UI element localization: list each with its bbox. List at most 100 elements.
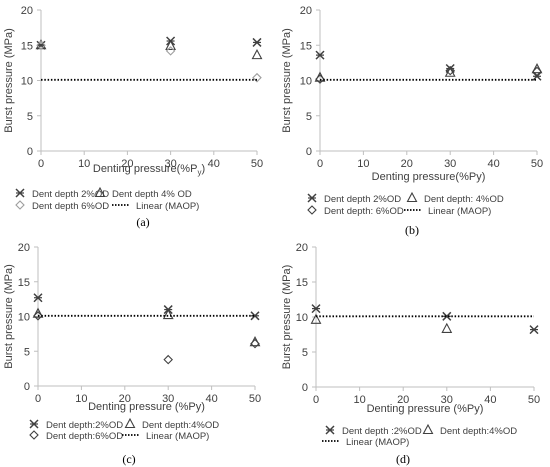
y-tick-label: 15 — [300, 40, 312, 52]
panel-c-caption: (c) — [122, 452, 135, 466]
legend-label: Dent depth:6%OD — [46, 431, 123, 442]
x-tick-label: 30 — [441, 394, 453, 406]
x-tick-label: 30 — [444, 158, 456, 170]
legend-label: Dent depth: 6%OD — [324, 206, 404, 217]
data-point-diamond — [165, 46, 176, 56]
x-tick-label: 10 — [353, 394, 365, 406]
legend-label: Dent depth 2%OD — [324, 194, 401, 205]
y-axis-label: Burst pressure (MPa) — [281, 28, 293, 133]
data-point-x-star — [252, 37, 262, 47]
legend-label: Dent depth 4% OD — [112, 189, 192, 200]
data-point-triangle — [162, 308, 174, 320]
x-axis-label: Denting pressure (%Py) — [88, 401, 205, 413]
y-tick-label: 15 — [21, 40, 33, 52]
x-tick-label: 40 — [484, 394, 496, 406]
panel-a: 0 5 10 15 20 0 10 20 30 40 50 Denting pressure(%Py)… — [3, 5, 263, 212]
y-tick-label: 15 — [296, 277, 308, 289]
data-point-x-star — [311, 304, 321, 314]
x-tick-label: 0 — [38, 158, 44, 170]
data-point-diamond — [33, 311, 43, 321]
data-point-diamond — [252, 72, 262, 83]
y-axis-label: Burst pressure (MPa) — [3, 28, 15, 133]
data-point-triangle — [165, 39, 177, 51]
x-tick-label: 40 — [205, 393, 217, 405]
legend-marker-triangle — [124, 417, 136, 429]
x-axis-label: Denting pressure(%Py) — [93, 163, 205, 177]
x-tick-label: 20 — [401, 158, 413, 170]
y-tick-label: 0 — [302, 382, 308, 394]
x-tick-label: 40 — [208, 158, 220, 170]
y-tick-label: 20 — [21, 5, 33, 17]
legend-marker-diamond — [307, 205, 317, 215]
data-point-diamond — [532, 66, 542, 77]
legend-marker-diamond — [29, 430, 39, 440]
panel-d-caption: (d) — [396, 452, 410, 466]
x-tick-label: 40 — [487, 158, 499, 170]
legend-marker-triangle — [406, 191, 418, 203]
y-tick-label: 5 — [302, 347, 308, 359]
y-tick-label: 5 — [306, 111, 312, 123]
data-point-diamond — [445, 65, 455, 76]
y-tick-label: 10 — [21, 76, 33, 88]
legend-label: Dent depth:4%OD — [142, 420, 219, 431]
legend-marker-triangle — [94, 186, 106, 198]
data-point-triangle — [531, 63, 543, 74]
x-tick-label: 50 — [528, 394, 540, 406]
y-tick-label: 10 — [300, 76, 312, 88]
data-point-x-star — [315, 50, 325, 60]
legend-marker-diamond — [15, 200, 25, 210]
y-tick-label: 0 — [306, 146, 312, 158]
legend-label: Linear (MAOP) — [346, 437, 409, 448]
y-tick-label: 10 — [296, 312, 308, 324]
legend-label: Dent depth :2%OD — [342, 426, 422, 437]
legend-label: Linear (MAOP) — [146, 431, 209, 442]
legend-label: Dent depth 2%OD — [32, 189, 109, 200]
y-tick-label: 15 — [18, 277, 30, 289]
x-tick-label: 20 — [119, 393, 131, 405]
y-tick-label: 0 — [24, 381, 30, 393]
x-tick-label: 20 — [397, 394, 409, 406]
x-tick-label: 10 — [75, 393, 87, 405]
legend-marker-x-star — [325, 425, 335, 435]
x-tick-label: 20 — [121, 158, 133, 170]
x-tick-label: 50 — [251, 158, 263, 170]
y-tick-label: 0 — [27, 146, 33, 158]
data-point-triangle — [310, 313, 322, 324]
data-point-x-star — [442, 311, 452, 321]
y-axis-label: Burst pressure (MPa) — [3, 264, 15, 369]
x-axis-label: Denting pressure (%Py) — [367, 403, 484, 415]
data-point-diamond — [315, 74, 325, 84]
x-tick-label: 30 — [164, 158, 176, 170]
panel-b-caption: (b) — [405, 223, 419, 237]
x-tick-label: 0 — [317, 158, 323, 170]
x-tick-label: 50 — [531, 158, 543, 170]
data-point-diamond — [163, 354, 173, 365]
data-point-x-star — [532, 71, 542, 81]
legend-marker-triangle — [422, 423, 434, 435]
data-point-x-star — [250, 311, 260, 321]
data-point-triangle — [32, 307, 44, 318]
legend-label: Dent depth:4%OD — [440, 426, 517, 437]
y-tick-label: 5 — [27, 111, 33, 123]
y-tick-label: 5 — [24, 346, 30, 358]
panel-a-caption: (a) — [136, 215, 149, 229]
legend-label: Dent depth: 4%OD — [424, 194, 504, 205]
y-tick-label: 10 — [18, 312, 30, 324]
x-axis-label: Denting pressure(%Py) — [372, 171, 486, 183]
data-point-x-star — [529, 325, 539, 335]
panel-b: 0 5 10 15 20 0 10 20 30 40 50 Denting pressure(%Py)… — [281, 5, 543, 217]
x-tick-label: 50 — [249, 393, 261, 405]
data-point-diamond — [36, 40, 46, 51]
x-tick-label: 10 — [78, 158, 90, 170]
legend-label: Dent depth:2%OD — [46, 420, 123, 431]
legend-label: Linear (MAOP) — [136, 201, 199, 212]
data-point-x-star — [33, 293, 43, 303]
y-tick-label: 20 — [300, 5, 312, 17]
legend-marker-x-star — [15, 188, 25, 198]
y-axis-label: Burst pressure (MPa) — [281, 265, 293, 370]
data-point-diamond — [250, 338, 260, 349]
y-tick-label: 20 — [296, 242, 308, 254]
panel-c: 0 5 10 15 20 0 10 20 30 40 50 Denting pressure (%Py… — [3, 242, 261, 442]
panel-d: 0 5 10 15 20 0 10 20 30 40 50 Denting pressure (%Py… — [281, 242, 540, 448]
